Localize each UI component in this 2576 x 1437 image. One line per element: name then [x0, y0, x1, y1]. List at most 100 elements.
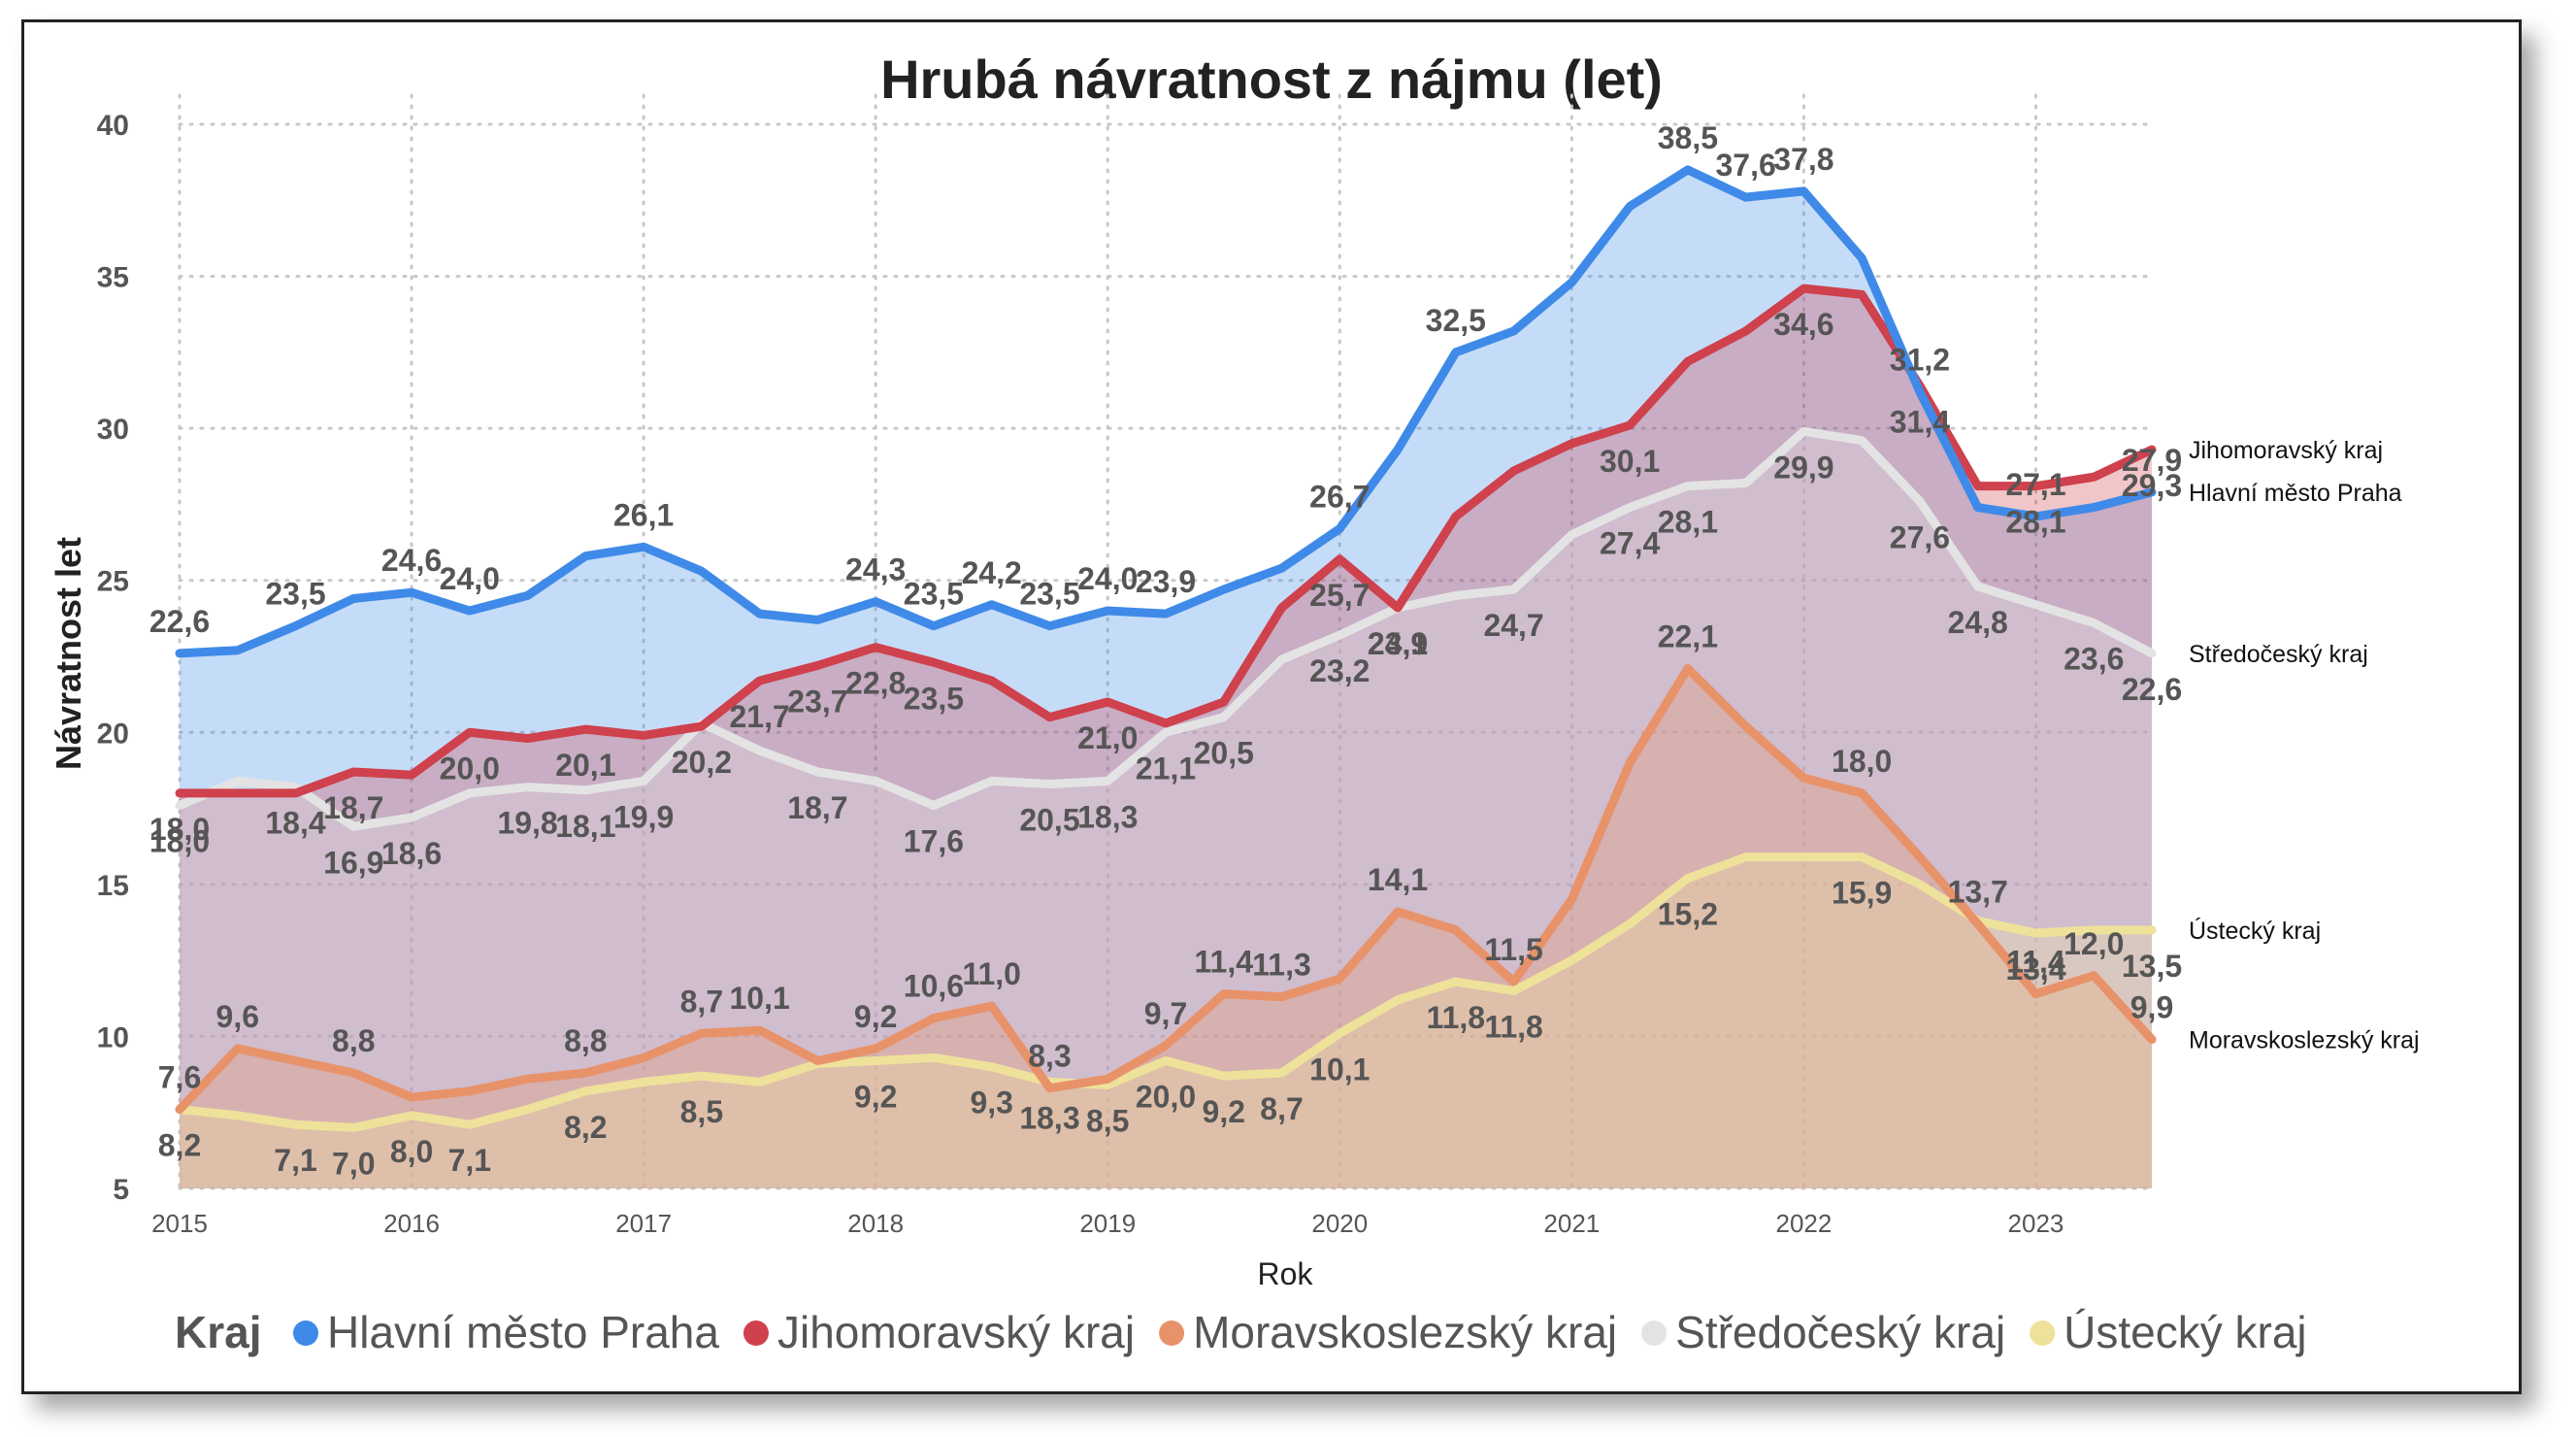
x-tick-label: 2023 [2008, 1209, 2064, 1238]
series-area [180, 856, 2152, 1188]
data-label: 23,5 [904, 681, 964, 716]
x-tick-label: 2021 [1543, 1209, 1600, 1238]
series-line [175, 852, 2157, 1132]
data-label: 24,6 [381, 543, 442, 578]
y-tick-label: 25 [97, 566, 129, 598]
legend-marker [1159, 1320, 1185, 1346]
data-label: 8,7 [680, 984, 723, 1019]
data-label: 18,1 [555, 809, 615, 844]
series-end-label: Hlavní město Praha [2189, 480, 2402, 507]
data-label: 18,0 [149, 812, 210, 847]
data-label: 26,7 [1309, 479, 1370, 514]
data-label: 20,2 [672, 745, 732, 780]
area-layer [180, 169, 2152, 1188]
data-label: 16,9 [323, 845, 383, 880]
series-end-label: Středočeský kraj [2189, 641, 2368, 668]
data-label: 8,8 [564, 1023, 607, 1058]
data-label: 20,5 [1019, 803, 1079, 838]
x-tick-label: 2017 [615, 1209, 672, 1238]
data-label: 28,1 [2005, 505, 2065, 540]
data-label: 21,0 [1077, 720, 1138, 755]
data-label: 31,2 [1890, 343, 1950, 378]
data-label: 29,9 [1773, 450, 1833, 485]
data-label: 18,4 [265, 806, 325, 841]
y-tick-label: 35 [97, 262, 129, 294]
data-label: 8,2 [158, 1128, 201, 1163]
data-label: 24,8 [1948, 605, 2008, 640]
data-label: 9,9 [2130, 990, 2173, 1025]
data-label: 17,6 [904, 823, 964, 858]
data-label: 22,6 [149, 604, 210, 639]
x-tick-label: 2019 [1079, 1209, 1136, 1238]
data-label: 23,7 [787, 684, 847, 718]
data-label: 23,9 [1368, 626, 1428, 661]
y-axis-title: Návratnost let [49, 537, 88, 770]
data-label: 18,7 [787, 790, 847, 825]
data-label: 7,0 [332, 1146, 375, 1181]
data-label: 19,8 [497, 806, 557, 841]
data-label: 22,8 [845, 666, 906, 701]
data-label: 18,0 [149, 823, 210, 858]
data-label: 26,1 [613, 497, 674, 532]
data-label: 27,9 [2122, 443, 2182, 478]
data-label: 9,6 [216, 999, 259, 1034]
data-label: 30,1 [1600, 444, 1660, 479]
x-tick-label: 2016 [383, 1209, 440, 1238]
data-label: 20,0 [440, 751, 500, 785]
data-label: 11,8 [1484, 1009, 1543, 1044]
data-label: 18,3 [1019, 1100, 1079, 1135]
legend-marker [1641, 1320, 1668, 1346]
series-area [180, 288, 2152, 1188]
data-label: 9,2 [854, 999, 897, 1034]
y-tick-label: 5 [113, 1174, 129, 1206]
data-label: 11,8 [1427, 1000, 1486, 1035]
data-label: 10,1 [730, 981, 790, 1016]
legend-marker [743, 1320, 769, 1346]
data-label: 34,6 [1773, 307, 1833, 342]
series-area [180, 668, 2152, 1188]
line-layer [175, 165, 2157, 1132]
data-label: 8,5 [1086, 1104, 1129, 1139]
data-label: 7,1 [274, 1143, 316, 1178]
legend-label: Hlavní město Praha [327, 1307, 719, 1357]
data-label: 18,3 [1077, 799, 1138, 834]
data-label: 9,3 [970, 1086, 1012, 1120]
legend-marker [2030, 1320, 2056, 1346]
data-label: 7,1 [448, 1143, 491, 1178]
data-label: 11,4 [2006, 945, 2065, 980]
data-label: 38,5 [1658, 120, 1718, 155]
data-label: 24,2 [962, 555, 1022, 590]
data-label: 18,6 [381, 836, 442, 871]
x-axis: 2015 2016 2017 2018 2019 2020 2021 2022 2023 [151, 1209, 2064, 1238]
legend-label: Moravskoslezský kraj [1193, 1307, 1617, 1357]
x-tick-label: 2018 [847, 1209, 904, 1238]
data-label: 37,6 [1716, 148, 1776, 183]
chart-title: Hrubá návratnost z nájmu (let) [880, 49, 1663, 110]
data-label: 23,5 [904, 577, 964, 612]
data-label: 13,7 [1948, 875, 2008, 910]
data-label: 24,1 [1368, 626, 1428, 661]
data-label: 15,9 [1832, 876, 1892, 911]
data-label: 8,7 [1260, 1091, 1303, 1126]
data-label: 21,1 [1136, 751, 1196, 785]
data-labels: 22,623,524,624,026,124,323,524,223,524,0… [149, 120, 2182, 1181]
data-label: 25,7 [1309, 578, 1370, 613]
data-label: 27,1 [2005, 467, 2065, 502]
data-label: 11,0 [962, 956, 1021, 991]
data-label: 7,6 [158, 1060, 201, 1095]
data-label: 24,7 [1483, 608, 1543, 643]
series-end-label: Moravskoslezský kraj [2189, 1027, 2420, 1054]
data-label: 8,3 [1028, 1039, 1071, 1074]
data-label: 27,4 [1600, 526, 1660, 561]
data-label: 8,5 [680, 1094, 723, 1129]
data-label: 22,1 [1658, 619, 1718, 654]
data-label: 8,0 [390, 1134, 433, 1169]
data-label: 29,3 [2122, 468, 2182, 503]
data-label: 23,9 [1136, 564, 1196, 599]
y-tick-label: 30 [97, 414, 129, 446]
data-label: 20,1 [555, 748, 615, 783]
chart-frame: Hrubá návratnost z nájmu (let) 5 10 15 20 25… [21, 19, 2522, 1394]
data-label: 23,2 [1309, 653, 1370, 688]
data-label: 11,5 [1484, 932, 1543, 967]
data-label: 24,3 [845, 552, 906, 587]
